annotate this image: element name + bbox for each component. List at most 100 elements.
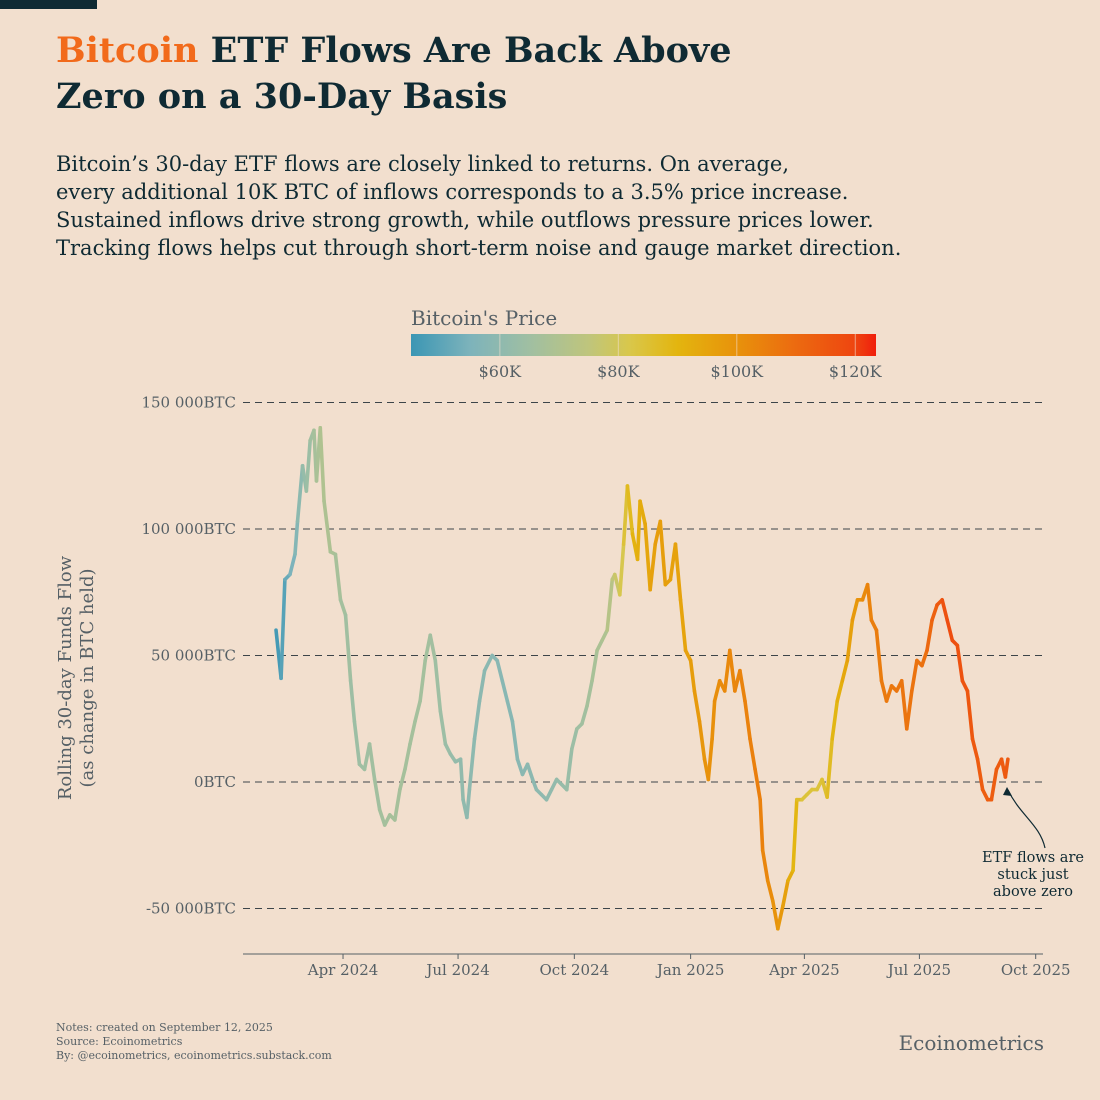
- subtitle: Bitcoin’s 30-day ETF flows are closely l…: [56, 150, 1076, 262]
- colorbar-tick-label: $100K: [710, 362, 764, 381]
- flow-line-segment: [1003, 757, 1010, 779]
- flow-line-segment: [753, 767, 762, 802]
- note-line: By: @ecoinometrics, ecoinometrics.substa…: [56, 1049, 332, 1062]
- subtitle-line: Bitcoin’s 30-day ETF flows are closely l…: [56, 152, 790, 176]
- flow-line-segment: [482, 653, 494, 673]
- flow-line-segment: [850, 598, 860, 622]
- flow-line-segment: [367, 742, 377, 782]
- annotation-line: above zero: [993, 884, 1073, 900]
- flow-line-segment: [678, 598, 688, 653]
- flow-line-segment: [743, 699, 752, 741]
- y-tick-label: 100 000BTC: [141, 520, 236, 538]
- flow-line-segment: [585, 678, 594, 708]
- flow-line-segment: [343, 613, 353, 683]
- flow-line-segment: [825, 737, 834, 799]
- flow-line-segment: [515, 757, 525, 777]
- x-tick-label: Oct 2024: [540, 961, 610, 979]
- chart-title: Bitcoin ETF Flows Are Back Above Zero on …: [56, 28, 1036, 120]
- flow-line-segment: [338, 598, 348, 617]
- flow-line-segment: [760, 848, 770, 883]
- flow-line-segment: [564, 747, 574, 792]
- flow-line-segment: [618, 542, 626, 597]
- colorbar-tick-label: $80K: [597, 362, 641, 381]
- flow-line-segment: [377, 808, 387, 827]
- flow-line-segment: [688, 658, 697, 693]
- flow-line-segment: [697, 719, 707, 762]
- y-tick-label: 150 000BTC: [141, 394, 236, 412]
- brand-name: Ecoinometrics: [898, 1031, 1044, 1055]
- flow-line-segment: [530, 777, 539, 792]
- flow-line-segment: [648, 542, 658, 592]
- note-line: Source: Ecoinometrics: [56, 1035, 183, 1048]
- flow-line-segment: [605, 577, 615, 633]
- flow-line-segment: [658, 519, 668, 587]
- flow-line-segment: [477, 668, 487, 703]
- arrowhead-icon: [1003, 787, 1012, 796]
- flow-line-segment: [544, 787, 554, 802]
- flow-line-segment: [758, 797, 765, 853]
- title-highlight: Bitcoin: [56, 30, 199, 71]
- flow-line-segment: [910, 658, 919, 693]
- colorbar: [411, 334, 876, 356]
- flow-line-segment: [458, 757, 465, 802]
- flow-line-segment: [980, 787, 990, 802]
- flow-line-segment: [580, 704, 589, 726]
- flow-line-segment: [765, 878, 775, 903]
- title-line2: Zero on a 30-Day Basis: [56, 76, 508, 117]
- flow-line-segment: [465, 787, 472, 820]
- flow-line-segment: [525, 762, 535, 782]
- flow-line-segment: [989, 767, 999, 802]
- colorbar-tick-label: $120K: [829, 362, 883, 381]
- flow-line-segment: [403, 742, 412, 772]
- flow-line-segment: [288, 552, 297, 577]
- flow-line-segment: [710, 699, 717, 741]
- flow-line-segment: [673, 542, 683, 602]
- flow-line-segment: [322, 499, 333, 554]
- flow-line-segment: [625, 484, 635, 536]
- colorbar-tick-label: $60K: [479, 362, 523, 381]
- flow-line-segment: [830, 699, 840, 741]
- flow-line-segment: [472, 699, 482, 741]
- flow-line-segment: [738, 668, 747, 703]
- colorbar-title: Bitcoin's Price: [411, 306, 557, 330]
- flow-line-segment: [692, 689, 702, 724]
- flow-line-segment: [884, 684, 894, 703]
- flow-series: [274, 425, 1010, 931]
- flow-line-segment: [965, 689, 975, 741]
- flow-line-segment: [899, 678, 909, 731]
- y-axis-label-sub: (as change in BTC held): [77, 569, 98, 788]
- flow-line-segment: [776, 904, 785, 931]
- y-tick-label: 50 000BTC: [151, 647, 236, 665]
- x-tick-label: Jul 2025: [886, 961, 951, 979]
- x-tick-label: Apr 2024: [307, 961, 379, 979]
- flow-line-segment: [418, 658, 427, 703]
- note-line: Notes: created on September 12, 2025: [56, 1021, 273, 1034]
- flow-line-segment: [433, 658, 443, 713]
- flow-line-segment: [643, 522, 652, 592]
- flow-line-segment: [428, 633, 438, 663]
- flow-line-segment: [786, 868, 795, 883]
- flow-line-segment: [443, 742, 453, 756]
- flow-line-segment: [500, 678, 510, 703]
- annotation-line: stuck just: [997, 867, 1068, 883]
- flow-line-segment: [408, 719, 417, 746]
- flow-line-segment: [874, 628, 884, 683]
- flow-line-segment: [770, 899, 780, 931]
- flow-line-segment: [318, 425, 326, 503]
- flow-line-segment: [295, 463, 305, 524]
- flow-line-segment: [293, 519, 300, 557]
- flow-line-segment: [904, 689, 914, 731]
- flow-line-segment: [638, 499, 647, 526]
- flow-line-segment: [398, 767, 407, 792]
- x-tick-label: Oct 2025: [1001, 961, 1071, 979]
- flow-line-segment: [595, 638, 604, 653]
- flow-line-segment: [570, 727, 579, 751]
- flow-line-segment: [940, 598, 950, 622]
- flow-line-segment: [348, 678, 357, 724]
- x-tick-label: Jul 2024: [424, 961, 489, 979]
- flow-line-segment: [495, 658, 505, 683]
- flow-line-segment: [279, 577, 287, 681]
- flow-line-segment: [706, 737, 714, 782]
- flow-line-segment: [510, 719, 520, 762]
